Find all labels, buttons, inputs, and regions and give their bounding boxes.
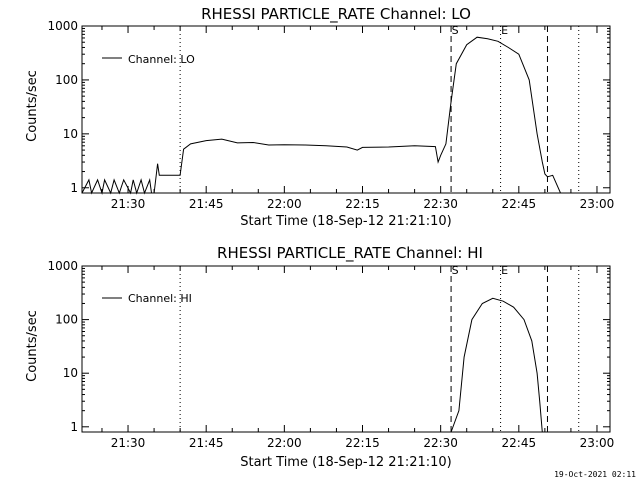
y-tick-label: 1 (70, 420, 78, 434)
x-tick-label: 22:00 (267, 197, 302, 211)
x-tick-label: 22:30 (423, 197, 458, 211)
x-tick-label: 21:45 (189, 436, 224, 450)
marker-label-s: S (452, 24, 459, 37)
y-tick-label: 10 (63, 366, 78, 380)
x-tick-label: 23:00 (580, 436, 615, 450)
x-tick-label: 22:00 (267, 436, 302, 450)
y-tick-label: 1 (70, 181, 78, 195)
x-tick-label: 22:45 (502, 197, 537, 211)
y-tick-label: 10 (63, 127, 78, 141)
x-tick-label: 22:15 (345, 197, 380, 211)
x-tick-label: 21:30 (111, 197, 146, 211)
y-tick-label: 1000 (47, 19, 78, 33)
chart-panel-lo: RHESSI PARTICLE_RATE Channel: LO Start T… (25, 5, 614, 229)
chart-title: RHESSI PARTICLE_RATE Channel: HI (217, 244, 483, 263)
marker-label-e: E (501, 264, 508, 277)
x-axis-label: Start Time (18-Sep-12 21:21:10) (240, 214, 451, 229)
y-tick-label: 100 (55, 73, 78, 87)
x-tick-label: 22:30 (423, 436, 458, 450)
plot-frame (81, 25, 611, 194)
y-tick-label: 100 (55, 313, 78, 327)
plot-frame (81, 265, 611, 433)
series-line (450, 297, 543, 433)
x-tick-label: 21:30 (111, 436, 146, 450)
y-tick-label: 1000 (47, 259, 78, 273)
marker-label-e: E (501, 24, 508, 37)
chart-title: RHESSI PARTICLE_RATE Channel: LO (201, 5, 471, 24)
y-axis-label: Counts/sec (25, 70, 40, 142)
x-tick-label: 22:15 (345, 436, 380, 450)
x-axis-label: Start Time (18-Sep-12 21:21:10) (240, 455, 451, 470)
legend-entry: Channel: HI (128, 292, 192, 305)
marker-label-s: S (452, 264, 459, 277)
timestamp-footer: 19-Oct-2021 02:11 (554, 470, 636, 479)
chart-panel-hi: RHESSI PARTICLE_RATE Channel: HI Start T… (25, 244, 614, 470)
x-tick-label: 22:45 (502, 436, 537, 450)
y-axis-label: Counts/sec (25, 310, 40, 382)
legend-entry: Channel: LO (128, 53, 195, 66)
series-line (81, 36, 571, 195)
x-tick-label: 23:00 (580, 197, 615, 211)
x-tick-label: 21:45 (189, 197, 224, 211)
